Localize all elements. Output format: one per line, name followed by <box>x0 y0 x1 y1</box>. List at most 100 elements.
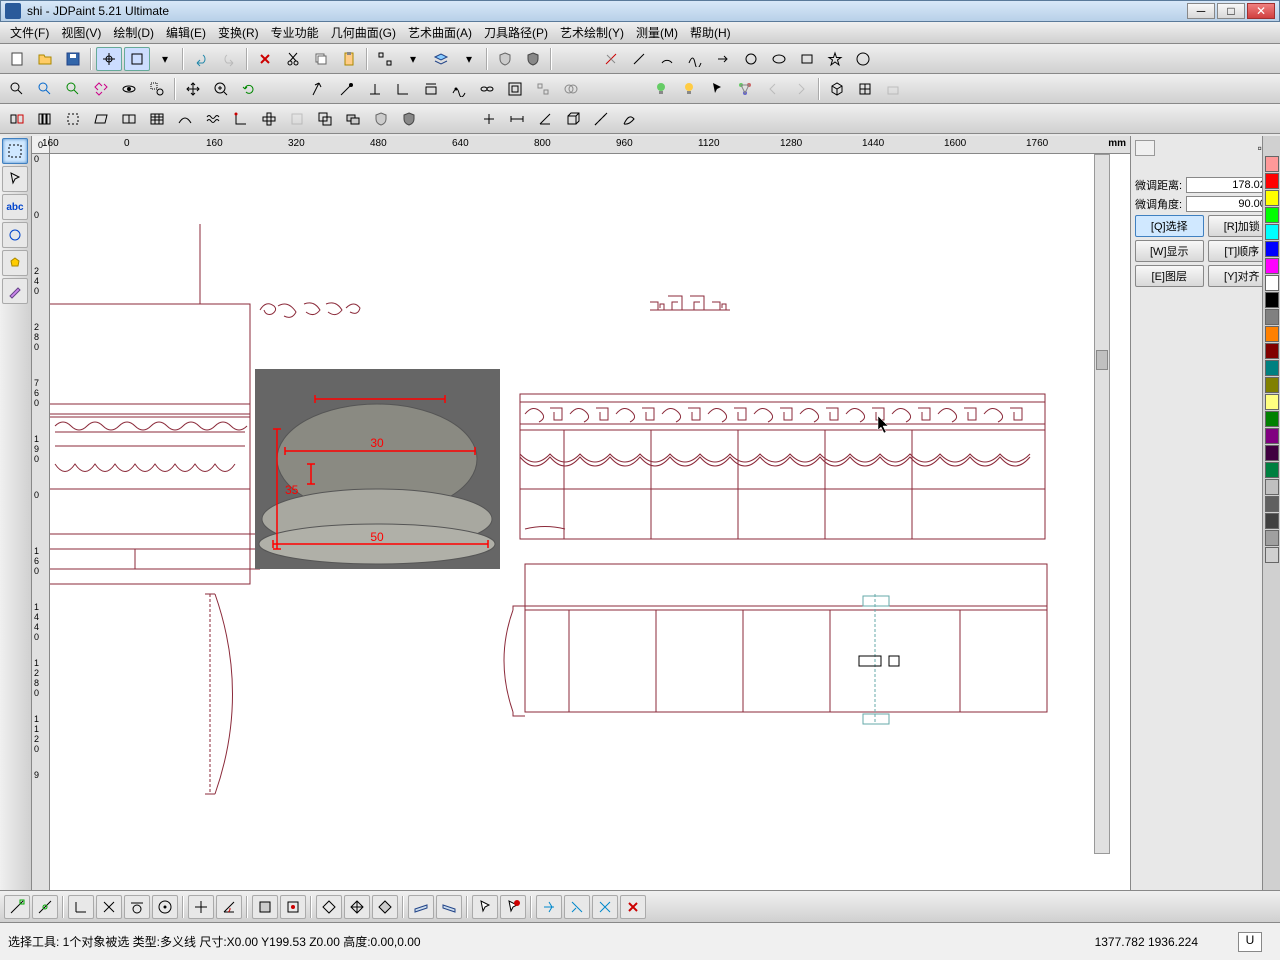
open-button[interactable] <box>32 47 58 71</box>
zoomfit-button[interactable] <box>4 77 30 101</box>
redo-button[interactable] <box>216 47 242 71</box>
color-swatch[interactable] <box>1265 190 1279 206</box>
diamond1-button[interactable] <box>316 895 342 919</box>
cross-button[interactable] <box>256 107 282 131</box>
plane2-button[interactable] <box>436 895 462 919</box>
layers-button[interactable] <box>428 47 454 71</box>
polar-button[interactable] <box>216 895 242 919</box>
status-u[interactable]: U <box>1238 932 1262 952</box>
center-button[interactable] <box>530 77 556 101</box>
color-swatch[interactable] <box>1265 496 1279 512</box>
pattern-button[interactable] <box>284 107 310 131</box>
line-button[interactable] <box>626 47 652 71</box>
prev-button[interactable] <box>760 77 786 101</box>
btn-q-select[interactable]: [Q]选择 <box>1135 215 1204 237</box>
box3d-button[interactable] <box>560 107 586 131</box>
spline-button[interactable] <box>682 47 708 71</box>
corner-button[interactable] <box>228 107 254 131</box>
refresh-button[interactable] <box>236 77 262 101</box>
select-tool[interactable] <box>2 138 28 164</box>
color-swatch[interactable] <box>1265 547 1279 563</box>
delete-button[interactable] <box>252 47 278 71</box>
zoomrect-button[interactable] <box>144 77 170 101</box>
color-swatch[interactable] <box>1265 428 1279 444</box>
cursor-white-button[interactable] <box>472 895 498 919</box>
osnap-int-button[interactable] <box>96 895 122 919</box>
menu-geom[interactable]: 几何曲面(G) <box>325 22 402 43</box>
color-swatch[interactable] <box>1265 377 1279 393</box>
bars-button[interactable] <box>32 107 58 131</box>
stack-button[interactable] <box>340 107 366 131</box>
color-swatch[interactable] <box>1265 530 1279 546</box>
measure-button[interactable] <box>588 107 614 131</box>
align-button[interactable] <box>372 47 398 71</box>
grid2-button[interactable] <box>852 77 878 101</box>
endpoint-button[interactable] <box>334 77 360 101</box>
next-button[interactable] <box>788 77 814 101</box>
maximize-button[interactable]: □ <box>1217 3 1245 19</box>
mid-button[interactable] <box>390 77 416 101</box>
zoom-button[interactable] <box>208 77 234 101</box>
color-swatch[interactable] <box>1265 156 1279 172</box>
vertical-scrollbar[interactable] <box>1094 154 1110 854</box>
color-swatch[interactable] <box>1265 275 1279 291</box>
shield3-icon[interactable] <box>368 107 394 131</box>
rect3-button[interactable] <box>4 107 30 131</box>
menu-expert[interactable]: 专业功能 <box>265 22 325 43</box>
cut-button[interactable] <box>280 47 306 71</box>
trim3-button[interactable] <box>592 895 618 919</box>
snap-button[interactable] <box>96 47 122 71</box>
menu-view[interactable]: 视图(V) <box>55 22 107 43</box>
menu-measure[interactable]: 测量(M) <box>630 22 684 43</box>
int-button[interactable] <box>558 77 584 101</box>
point-button[interactable] <box>598 47 624 71</box>
move-button[interactable] <box>180 77 206 101</box>
cursor-red-button[interactable] <box>500 895 526 919</box>
undo-button[interactable] <box>188 47 214 71</box>
extrude-button[interactable] <box>880 77 906 101</box>
parallelogram-button[interactable] <box>88 107 114 131</box>
plane1-button[interactable] <box>408 895 434 919</box>
table-button[interactable] <box>144 107 170 131</box>
zoomwin-button[interactable] <box>60 77 86 101</box>
dropdown3-icon[interactable]: ▾ <box>456 47 482 71</box>
save-button[interactable] <box>60 47 86 71</box>
color-swatch[interactable] <box>1265 241 1279 257</box>
hdist-button[interactable] <box>504 107 530 131</box>
btn-w-show[interactable]: [W]显示 <box>1135 240 1204 262</box>
linestart-button[interactable] <box>306 77 332 101</box>
perp-button[interactable] <box>362 77 388 101</box>
color-swatch[interactable] <box>1265 224 1279 240</box>
snap2-button[interactable] <box>446 77 472 101</box>
shield-icon[interactable] <box>492 47 518 71</box>
color-swatch[interactable] <box>1265 258 1279 274</box>
diamond2-button[interactable] <box>344 895 370 919</box>
menu-file[interactable]: 文件(F) <box>4 22 55 43</box>
bulb-green-icon[interactable] <box>648 77 674 101</box>
tan-button[interactable] <box>418 77 444 101</box>
angle-button[interactable] <box>532 107 558 131</box>
chain-button[interactable] <box>474 77 500 101</box>
split-button[interactable] <box>116 107 142 131</box>
minimize-button[interactable]: ─ <box>1187 3 1215 19</box>
color-swatch[interactable] <box>1265 445 1279 461</box>
leaf-button[interactable] <box>616 107 642 131</box>
diamond3-button[interactable] <box>372 895 398 919</box>
pick-tool[interactable] <box>2 166 28 192</box>
color-swatch[interactable] <box>1265 513 1279 529</box>
brush-tool[interactable] <box>2 278 28 304</box>
polygon-tool[interactable] <box>2 250 28 276</box>
dashed-button[interactable] <box>60 107 86 131</box>
overlap-button[interactable] <box>312 107 338 131</box>
cursor-icon[interactable] <box>704 77 730 101</box>
btn-e-layer[interactable]: [E]图层 <box>1135 265 1204 287</box>
bulb-yellow-icon[interactable] <box>676 77 702 101</box>
color-swatch[interactable] <box>1265 173 1279 189</box>
color-swatch[interactable] <box>1265 360 1279 376</box>
del-red-button[interactable] <box>620 895 646 919</box>
trim1-button[interactable] <box>536 895 562 919</box>
trim2-button[interactable] <box>564 895 590 919</box>
close-button[interactable]: ✕ <box>1247 3 1275 19</box>
osnap-end-button[interactable] <box>4 895 30 919</box>
paste-button[interactable] <box>336 47 362 71</box>
